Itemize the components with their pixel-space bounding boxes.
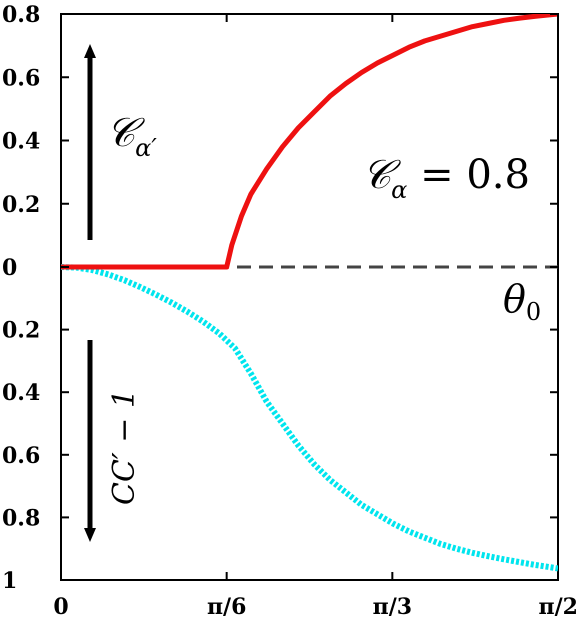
- lower-arrow: [84, 340, 96, 542]
- series-line-dotted: [61, 264, 558, 572]
- plot-frame: [60, 13, 559, 581]
- series-layer: [61, 14, 558, 572]
- y-tick-label: 0.4: [2, 129, 40, 155]
- lower-label: CC′ − 1: [107, 389, 142, 505]
- x-tick-label: 0: [53, 594, 68, 620]
- upper-label: 𝒞α′: [106, 110, 157, 162]
- y-tick-label: 1: [2, 568, 17, 594]
- theta-label: θ0: [503, 277, 541, 326]
- y-tick-label: 0.4: [2, 380, 40, 406]
- chart-axes: [60, 13, 559, 581]
- y-tick-label: 0.8: [2, 2, 40, 28]
- y-tick-label: 0.8: [2, 505, 40, 531]
- y-tick-label: 0: [2, 255, 17, 281]
- value-label: 𝒞α = 0.8: [362, 152, 530, 204]
- series-line-solid: [61, 14, 558, 270]
- y-tick-label: 0.2: [2, 192, 40, 218]
- y-tick-label: 0.6: [2, 65, 40, 91]
- x-tick-label: π/2: [539, 594, 578, 620]
- upper-arrow: [84, 44, 96, 240]
- tick-label-layer: 0.8 0.6 0.4 0.2 0 0.2 0.4 0.6 0.8 1 0 π/6 π/3 π/2: [2, 2, 578, 620]
- x-tick-label: π/6: [207, 594, 246, 620]
- y-tick-label: 0.2: [2, 318, 40, 344]
- y-tick-label: 0.6: [2, 443, 40, 469]
- x-tick-label: π/3: [373, 594, 412, 620]
